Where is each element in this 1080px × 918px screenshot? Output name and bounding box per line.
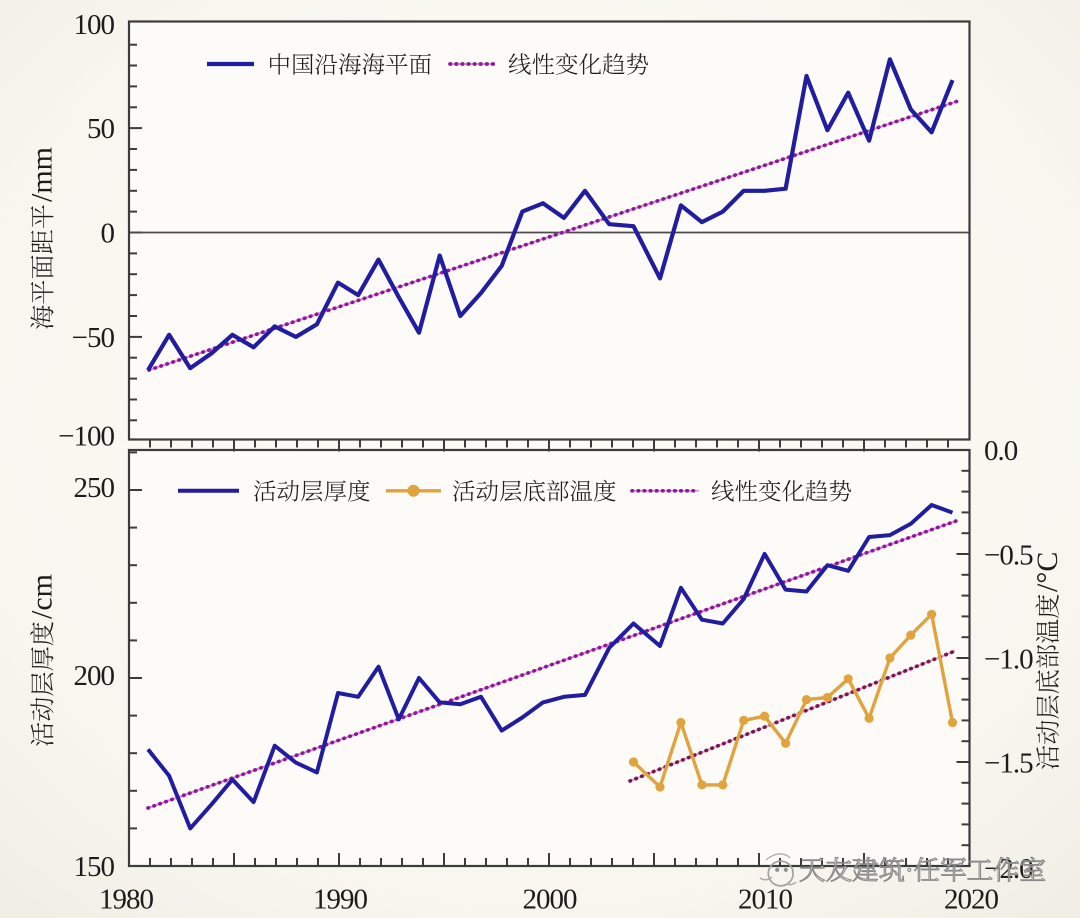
svg-text:2020: 2020 [944,884,999,916]
svg-text:2010: 2010 [738,884,793,916]
svg-text:−100: −100 [58,421,114,453]
svg-text:1980: 1980 [99,884,154,916]
svg-text:1990: 1990 [313,884,368,916]
svg-text:0.0: 0.0 [984,435,1018,467]
svg-text:−1.0: −1.0 [984,644,1033,676]
svg-text:2000: 2000 [523,884,578,916]
svg-text:−50: −50 [72,322,115,354]
svg-text:/cm: /cm [26,574,59,619]
svg-text:250: 250 [74,472,115,504]
svg-text:50: 50 [87,113,115,145]
svg-text:200: 200 [74,660,115,692]
svg-text:100: 100 [74,9,115,41]
svg-text:−0.5: −0.5 [984,540,1033,572]
svg-text:/°C: /°C [1031,552,1064,592]
svg-text:/mm: /mm [26,147,59,202]
svg-text:−1.5: −1.5 [984,748,1033,780]
svg-text:150: 150 [74,851,115,883]
svg-text:0: 0 [101,218,115,250]
